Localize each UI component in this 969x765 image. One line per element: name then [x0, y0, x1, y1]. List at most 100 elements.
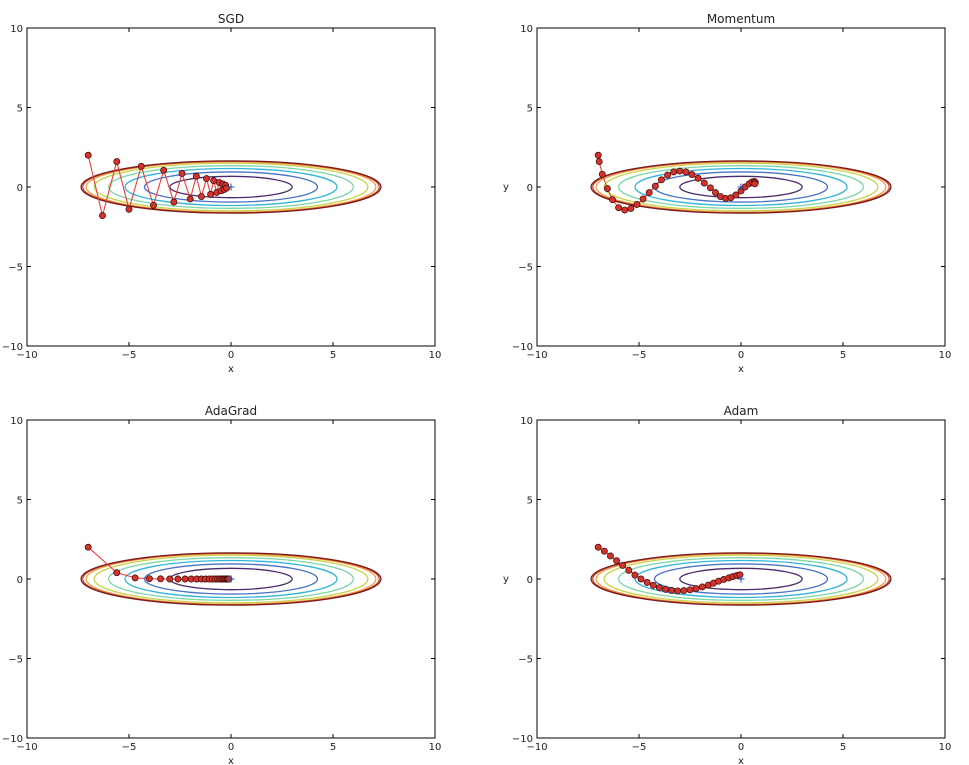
optimum-marker	[737, 575, 745, 583]
path-point	[688, 171, 696, 179]
path-point	[145, 575, 153, 583]
y-tick-label: −5	[8, 655, 23, 666]
path-point	[651, 182, 659, 190]
contour-level	[143, 171, 319, 203]
path-point	[197, 193, 205, 200]
path-point	[643, 579, 651, 586]
contour-lines	[590, 160, 892, 214]
x-axis-label: x	[228, 364, 234, 375]
path-point	[223, 184, 230, 192]
subplot-title: SGD	[218, 12, 244, 26]
path-point	[751, 180, 759, 188]
optimizer-path	[594, 543, 745, 595]
y-tick-label: 0	[17, 575, 23, 586]
optimizer-path	[84, 151, 235, 220]
contour-level	[603, 554, 879, 604]
path-point	[125, 205, 133, 213]
x-tick-label: 0	[228, 350, 234, 361]
path-point	[137, 162, 145, 170]
path-point	[712, 189, 719, 197]
path-point	[600, 547, 608, 555]
path-point	[625, 566, 633, 574]
contour-level	[93, 554, 369, 604]
x-tick-label: 0	[738, 742, 744, 753]
x-tick-label: 5	[840, 742, 846, 753]
contour-level	[80, 160, 382, 214]
x-tick-label: 5	[330, 350, 336, 361]
x-tick-label: −5	[122, 350, 137, 361]
y-tick-label: 0	[527, 183, 533, 194]
contour-lines	[80, 160, 382, 214]
path-point	[113, 569, 121, 577]
path-point	[174, 575, 182, 583]
y-tick-label: 10	[10, 416, 23, 427]
path-point	[160, 166, 168, 174]
path-point	[186, 195, 194, 203]
path-point	[657, 176, 665, 184]
path-point	[680, 587, 688, 595]
path-point	[84, 151, 92, 159]
contour-level	[143, 563, 319, 595]
path-point	[613, 557, 621, 565]
contour-level	[617, 165, 865, 209]
x-tick-label: −10	[16, 742, 37, 753]
path-point	[706, 184, 714, 192]
y-tick-label: −10	[2, 342, 23, 353]
path-point	[84, 543, 92, 551]
optimum-marker	[737, 183, 745, 191]
path-point	[633, 201, 641, 208]
y-tick-label: 10	[520, 416, 533, 427]
y-tick-label: 0	[17, 183, 23, 194]
subplot-title: Momentum	[707, 12, 775, 26]
y-tick-label: −10	[512, 734, 533, 745]
optimizer-path	[84, 543, 235, 583]
path-point	[639, 195, 647, 203]
y-tick-label: 5	[17, 104, 23, 115]
y-axis-label: y	[503, 182, 509, 193]
y-tick-label: −5	[8, 263, 23, 274]
x-tick-label: 5	[330, 742, 336, 753]
contour-level	[603, 162, 879, 212]
axis-ticks: −10 −5 0 5 10 10 5 0 −5 −10	[512, 24, 951, 361]
path-point	[655, 584, 663, 592]
path-point	[619, 562, 627, 569]
subplot-title: Adam	[724, 404, 759, 418]
path-point	[674, 587, 682, 595]
axis-ticks: −10 −5 0 5 10 10 5 0 −5 −10	[2, 416, 441, 753]
path-point	[99, 212, 106, 220]
path-point	[615, 204, 623, 212]
path-point	[676, 167, 684, 175]
subplot-momentum: −10 −5 0 5 10 10 5 0 −5 −10 Momentum x y	[503, 12, 951, 375]
path-point	[670, 168, 678, 176]
contour-level	[93, 162, 369, 212]
path-point	[170, 198, 178, 206]
contour-level	[590, 552, 892, 606]
x-axis-label: x	[738, 756, 744, 765]
x-axis-label: x	[738, 364, 744, 375]
x-tick-label: 0	[228, 742, 234, 753]
x-tick-label: −10	[16, 350, 37, 361]
y-tick-label: −10	[512, 342, 533, 353]
path-point	[627, 205, 635, 212]
path-point	[150, 201, 157, 209]
path-point	[686, 586, 694, 594]
subplot-adagrad: −10 −5 0 5 10 10 5 0 −5 −10 AdaGrad x	[2, 404, 441, 765]
x-tick-label: 5	[840, 350, 846, 361]
path-point	[166, 575, 174, 583]
path-point	[609, 196, 616, 204]
x-tick-label: 10	[429, 350, 442, 361]
y-tick-label: 0	[527, 575, 533, 586]
x-tick-label: 0	[738, 350, 744, 361]
path-point	[631, 571, 639, 579]
path-point	[682, 168, 690, 176]
path-point	[598, 170, 606, 178]
path-point	[649, 581, 657, 589]
path-point	[131, 574, 139, 582]
path-point	[595, 158, 603, 166]
path-point	[203, 175, 210, 183]
path-point	[113, 158, 121, 166]
path-point	[727, 194, 735, 202]
path-point	[736, 571, 744, 579]
contour-level	[169, 175, 293, 199]
